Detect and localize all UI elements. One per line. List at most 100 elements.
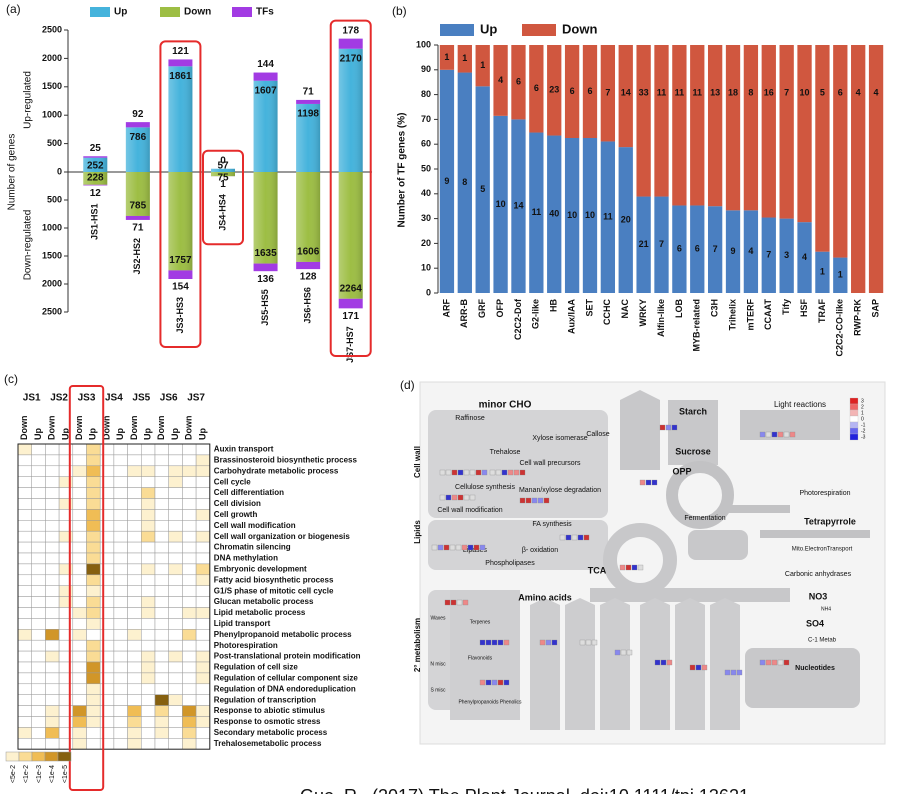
heat-cell — [127, 618, 142, 630]
diagram-label: Phenylpropanoids Phenolics — [458, 699, 522, 705]
heat-cell — [86, 629, 101, 641]
y-tick-label: 40 — [421, 188, 431, 198]
heat-cell — [45, 574, 60, 586]
heat-cell — [154, 487, 169, 499]
expression-square — [519, 469, 526, 476]
heat-cell — [127, 509, 142, 521]
heat-cell — [141, 639, 156, 652]
x-tick-label: SAP — [870, 299, 880, 318]
down-segment — [529, 45, 544, 133]
expression-square — [445, 469, 452, 476]
down-segment — [672, 45, 687, 206]
heat-cell — [45, 738, 60, 750]
heat-cell — [17, 443, 32, 456]
value-label: 6 — [695, 244, 700, 254]
heat-cell — [45, 694, 60, 706]
down-segment — [815, 45, 830, 252]
heat-cell — [182, 650, 197, 663]
up-segment — [564, 138, 580, 293]
x-tick-label: ARF — [441, 299, 451, 318]
y-tick-label: 500 — [47, 194, 62, 204]
heat-cell — [86, 563, 101, 576]
x-tick-label: ARR-B — [459, 299, 469, 328]
heat-cell — [113, 683, 128, 695]
heat-cell — [127, 476, 142, 488]
value-label: 11 — [657, 87, 667, 97]
expression-square — [439, 494, 446, 501]
expression-square — [659, 424, 666, 431]
heat-cell — [72, 705, 87, 717]
value-label: 10 — [585, 210, 595, 220]
heat-cell — [168, 672, 183, 685]
down-segment — [833, 45, 848, 258]
legend-swatch — [18, 751, 33, 762]
value-label: 16 — [764, 87, 774, 97]
y-tick-label: 1500 — [42, 250, 62, 260]
heat-cell — [17, 618, 32, 630]
heat-cell — [17, 650, 32, 663]
bar-shade — [338, 48, 363, 172]
heat-cell — [72, 530, 87, 543]
expression-square — [485, 679, 492, 686]
heat-cell — [86, 672, 101, 685]
heat-cell — [141, 629, 156, 641]
heat-cell — [31, 530, 46, 543]
heat-cell — [17, 716, 32, 728]
diagram-label: Lipids — [413, 520, 422, 544]
heat-cell — [31, 694, 46, 706]
row-label: Phenylpropanoid metabolic process — [214, 630, 352, 639]
value-label: 23 — [549, 85, 559, 95]
tf-value-label: 136 — [257, 274, 274, 285]
heat-cell — [182, 618, 197, 630]
down-segment — [439, 45, 455, 70]
diagram-label: Raffinose — [455, 415, 485, 422]
legend-swatch — [5, 751, 20, 762]
heat-cell — [17, 672, 32, 685]
heat-cell — [127, 705, 142, 717]
heat-cell — [154, 563, 169, 576]
tf-value-label: 171 — [342, 311, 359, 322]
x-tick-label: Aux/IAA — [566, 299, 576, 335]
heat-cell — [195, 498, 211, 510]
heat-cell — [113, 618, 128, 630]
down-segment — [493, 45, 508, 116]
row-label: Post-translational protein modification — [214, 652, 361, 661]
heat-cell — [86, 738, 101, 750]
heat-cell — [154, 705, 169, 717]
y-tick-label: 1000 — [42, 222, 62, 232]
heat-cell — [31, 487, 46, 499]
value-label: 9 — [444, 176, 449, 186]
heat-cell — [113, 520, 128, 532]
heat-cell — [31, 541, 46, 554]
colorscale-cell — [849, 427, 859, 435]
heat-cell — [154, 574, 169, 586]
expression-square — [507, 469, 514, 476]
diagram-label: Callose — [586, 431, 609, 438]
heat-cell — [45, 639, 60, 652]
value-label: 8 — [748, 87, 753, 97]
y-tick-label: 60 — [421, 139, 431, 149]
heat-cell — [113, 476, 128, 488]
up-segment — [493, 115, 508, 293]
x-tick-label: JS6-HS6 — [303, 287, 313, 324]
value-label: 9 — [731, 246, 736, 256]
heat-cell — [154, 552, 169, 565]
heat-cell — [31, 574, 46, 586]
heat-cell — [154, 650, 169, 663]
heat-cell — [154, 639, 169, 652]
bar-shade — [83, 172, 108, 185]
legend-label: Up — [114, 7, 127, 18]
heat-cell — [45, 716, 60, 728]
heat-cell — [72, 509, 87, 521]
tf-value-label: 121 — [172, 46, 189, 57]
heat-cell — [141, 672, 156, 685]
heat-cell — [168, 465, 183, 477]
expression-square — [759, 431, 766, 438]
row-label: Cell wall modification — [214, 521, 296, 530]
bar-shade — [253, 80, 278, 172]
value-label: 228 — [87, 173, 104, 184]
column-label: Up — [33, 428, 43, 440]
value-label: 11 — [603, 212, 613, 222]
value-label: 7 — [659, 239, 664, 249]
highlight-box — [329, 19, 372, 357]
